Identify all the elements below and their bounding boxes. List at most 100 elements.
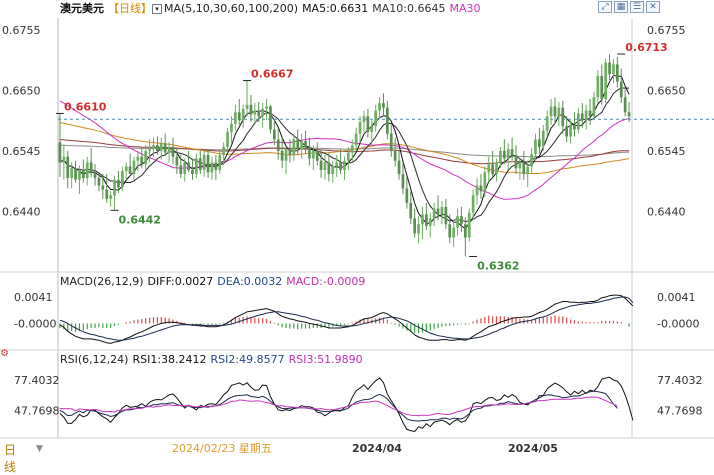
candle-body: [148, 149, 151, 151]
candle-body: [140, 156, 144, 165]
candle-body: [187, 162, 190, 170]
candle-body: [210, 162, 214, 173]
rsi-label: RSI(6,12,24): [60, 353, 129, 366]
y-tick-label-left: 0.6545: [2, 145, 41, 158]
rsi3-value: RSI3:51.9890: [288, 353, 363, 366]
macd-tick-label-right: 0.0041: [657, 291, 696, 304]
rsi-tick-label-right: 77.4032: [657, 374, 703, 387]
candle-body: [425, 214, 428, 226]
candle-body: [518, 162, 522, 169]
candle-body: [541, 130, 545, 147]
candle-body: [526, 166, 529, 174]
candle-body: [393, 150, 397, 161]
candle-body: [152, 145, 155, 150]
candle-body: [510, 149, 514, 155]
price-annotation-label: 0.6667: [251, 68, 293, 81]
candle-body: [89, 162, 93, 173]
candle-body: [627, 112, 631, 117]
candle-body: [245, 104, 249, 109]
candle-body: [273, 129, 276, 140]
candle-body: [257, 110, 261, 117]
ma-label: MA(5,10,30,60,100,200): [164, 2, 299, 15]
list-icon[interactable]: ☰: [630, 1, 644, 13]
candle-body: [440, 206, 444, 215]
grid-icon[interactable]: ▦: [614, 1, 628, 13]
main-chart-header: 澳元美元 【日线】 ▾ MA(5,10,30,60,100,200) MA5:0.663…: [60, 2, 485, 16]
candle-body: [265, 106, 268, 109]
date-tick-label: 2024/05: [508, 442, 558, 455]
candle-body: [428, 218, 432, 226]
candle-body: [261, 108, 264, 117]
candle-body: [491, 164, 494, 174]
candle-body: [269, 106, 272, 130]
candle-body: [456, 216, 459, 228]
candle-body: [101, 185, 105, 190]
candle-body: [128, 166, 132, 174]
candle-body: [347, 152, 350, 161]
candle-body: [432, 208, 436, 219]
candle-body: [549, 106, 553, 117]
caret-down-icon: ▼: [36, 444, 43, 454]
y-tick-label-right: 0.6545: [647, 145, 686, 158]
candle-body: [608, 62, 611, 75]
candle-body: [374, 110, 377, 127]
candle-body: [198, 158, 202, 170]
candle-body: [417, 224, 420, 234]
candle-body: [405, 188, 409, 203]
candle-body: [616, 64, 619, 82]
candle-body: [382, 103, 385, 108]
price-annotation-label: 0.6610: [64, 100, 107, 113]
candle-body: [592, 97, 596, 117]
candle-body: [588, 110, 592, 117]
y-tick-label-left: 0.6650: [2, 84, 41, 97]
candle-body: [623, 97, 627, 113]
candle-body: [179, 165, 183, 174]
candle-body: [327, 162, 331, 174]
candle-body: [132, 160, 136, 174]
candle-body: [66, 156, 70, 178]
expand-icon[interactable]: ⤢: [598, 1, 612, 13]
macd-diff-value: DIFF:0.0027: [147, 275, 214, 288]
price-annotation-label: 0.6442: [119, 213, 161, 226]
candle-body: [362, 116, 366, 123]
macd-tick-label-left: 0.0041: [14, 291, 53, 304]
rsi-header: RSI(6,12,24) RSI1:38.2412 RSI2:49.8577 RSI3…: [60, 353, 367, 367]
candle-body: [78, 170, 81, 180]
candle-body: [343, 160, 346, 170]
period-tag[interactable]: 【日线】: [108, 2, 152, 15]
candle-body: [117, 179, 120, 188]
candle-body: [97, 178, 101, 186]
macd-dea-value: DEA:0.0032: [217, 275, 283, 288]
rsi3-line: [59, 396, 618, 417]
candle-body: [218, 155, 222, 170]
candle-body: [366, 116, 370, 132]
candle-body: [339, 162, 342, 170]
candle-body: [308, 146, 311, 159]
symbol-title: 澳元美元: [60, 2, 104, 15]
candle-body: [214, 162, 218, 170]
candle-body: [144, 150, 147, 165]
macd-diff-line: [59, 294, 634, 344]
period-button[interactable]: 日线 ▼: [4, 441, 43, 475]
chart-canvas[interactable]: 0.6755 0.6755 0.6650 0.6650 0.6545 0.6545 0.64…: [0, 0, 714, 458]
candle-body: [241, 108, 245, 121]
price-annotation-label: 0.6713: [625, 41, 667, 54]
candle-body: [237, 112, 241, 121]
candle-body: [113, 179, 116, 196]
close-icon[interactable]: ✕: [646, 1, 660, 13]
candle-body: [206, 155, 210, 173]
candle-body: [315, 150, 319, 161]
ma30-value: MA30: [449, 2, 481, 15]
candle-body: [448, 224, 452, 238]
candle-body: [280, 150, 284, 161]
candle-body: [370, 126, 374, 132]
candle-body: [70, 168, 73, 178]
candle-body: [276, 139, 280, 151]
candle-body: [82, 170, 85, 179]
dropdown-icon[interactable]: ▾: [152, 4, 162, 14]
candle-body: [483, 172, 487, 192]
candle-body: [386, 107, 389, 134]
rsi2-line: [59, 390, 618, 422]
candle-body: [401, 174, 405, 189]
settings-icon[interactable]: ⚙: [0, 348, 9, 359]
